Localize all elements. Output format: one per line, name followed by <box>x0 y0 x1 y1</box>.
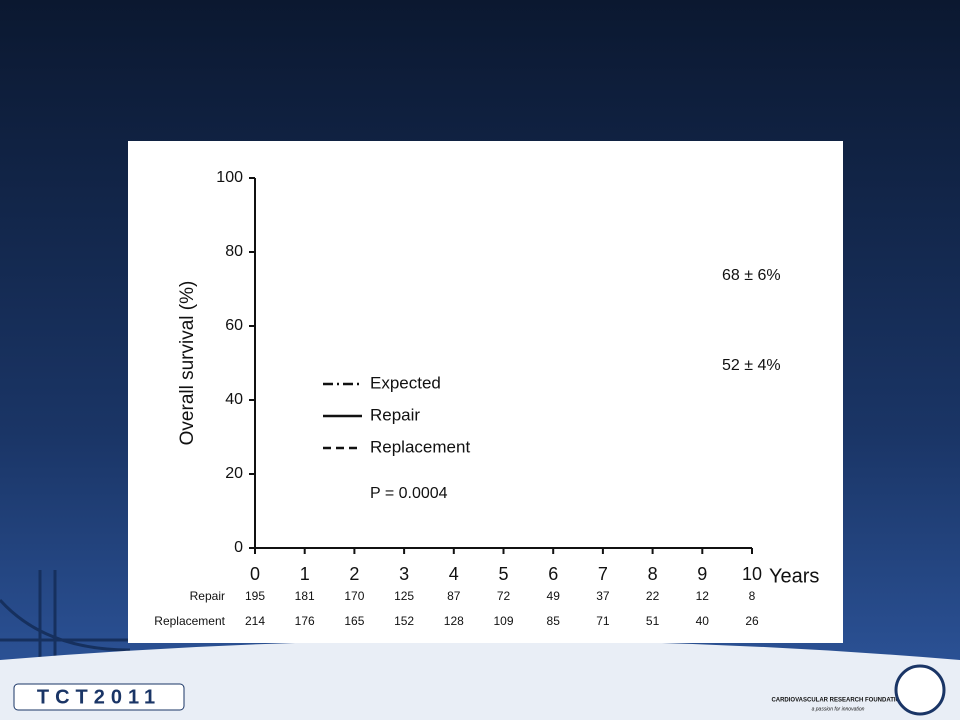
chart-panel <box>128 141 843 643</box>
risk-value: 181 <box>295 589 315 603</box>
legend-label: Repair <box>370 405 420 424</box>
risk-value: 8 <box>749 589 756 603</box>
risk-value: 128 <box>444 614 464 628</box>
logo-box <box>13 683 185 711</box>
x-tick-label: 6 <box>548 564 558 584</box>
y-tick-label: 20 <box>225 465 243 482</box>
y-axis-label: Overall survival (%) <box>177 281 198 446</box>
risk-value: 87 <box>447 589 461 603</box>
risk-value: 176 <box>295 614 315 628</box>
risk-value: 40 <box>696 614 710 628</box>
annotation: P = 0.0004 <box>370 485 448 502</box>
risk-row-label: Replacement <box>154 614 225 628</box>
legend-label: Expected <box>370 373 441 392</box>
y-tick-label: 100 <box>216 169 243 186</box>
y-tick-label: 40 <box>225 391 243 408</box>
x-axis-label: Years <box>769 565 819 587</box>
y-tick-label: 0 <box>234 539 243 556</box>
risk-value: 12 <box>696 589 710 603</box>
risk-value: 214 <box>245 614 265 628</box>
risk-value: 51 <box>646 614 660 628</box>
x-tick-label: 8 <box>648 564 658 584</box>
risk-value: 49 <box>547 589 561 603</box>
x-tick-label: 10 <box>742 564 762 584</box>
x-tick-label: 2 <box>349 564 359 584</box>
x-tick-label: 0 <box>250 564 260 584</box>
x-tick-label: 9 <box>697 564 707 584</box>
x-tick-label: 7 <box>598 564 608 584</box>
risk-row-label: Repair <box>190 589 225 603</box>
risk-value: 22 <box>646 589 660 603</box>
annotation: 52 ± 4% <box>722 357 781 374</box>
annotation: 68 ± 6% <box>722 267 781 284</box>
risk-value: 165 <box>344 614 364 628</box>
risk-value: 26 <box>745 614 759 628</box>
risk-value: 85 <box>547 614 561 628</box>
x-tick-label: 4 <box>449 564 459 584</box>
risk-value: 109 <box>493 614 513 628</box>
risk-value: 37 <box>596 589 610 603</box>
legend-label: Replacement <box>370 437 470 456</box>
x-tick-label: 3 <box>399 564 409 584</box>
seal <box>894 664 946 716</box>
footer-band <box>0 640 960 720</box>
risk-value: 152 <box>394 614 414 628</box>
org: CARDIOVASCULAR RESEARCH FOUNDATION <box>771 698 904 704</box>
risk-value: 71 <box>596 614 610 628</box>
logo: TCT2011 <box>37 686 161 708</box>
risk-value: 72 <box>497 589 511 603</box>
y-tick-label: 60 <box>225 317 243 334</box>
x-tick-label: 5 <box>498 564 508 584</box>
x-tick-label: 1 <box>300 564 310 584</box>
risk-value: 195 <box>245 589 265 603</box>
risk-value: 125 <box>394 589 414 603</box>
tagline: a passion for innovation <box>812 706 865 712</box>
risk-value: 170 <box>344 589 364 603</box>
y-tick-label: 80 <box>225 243 243 260</box>
